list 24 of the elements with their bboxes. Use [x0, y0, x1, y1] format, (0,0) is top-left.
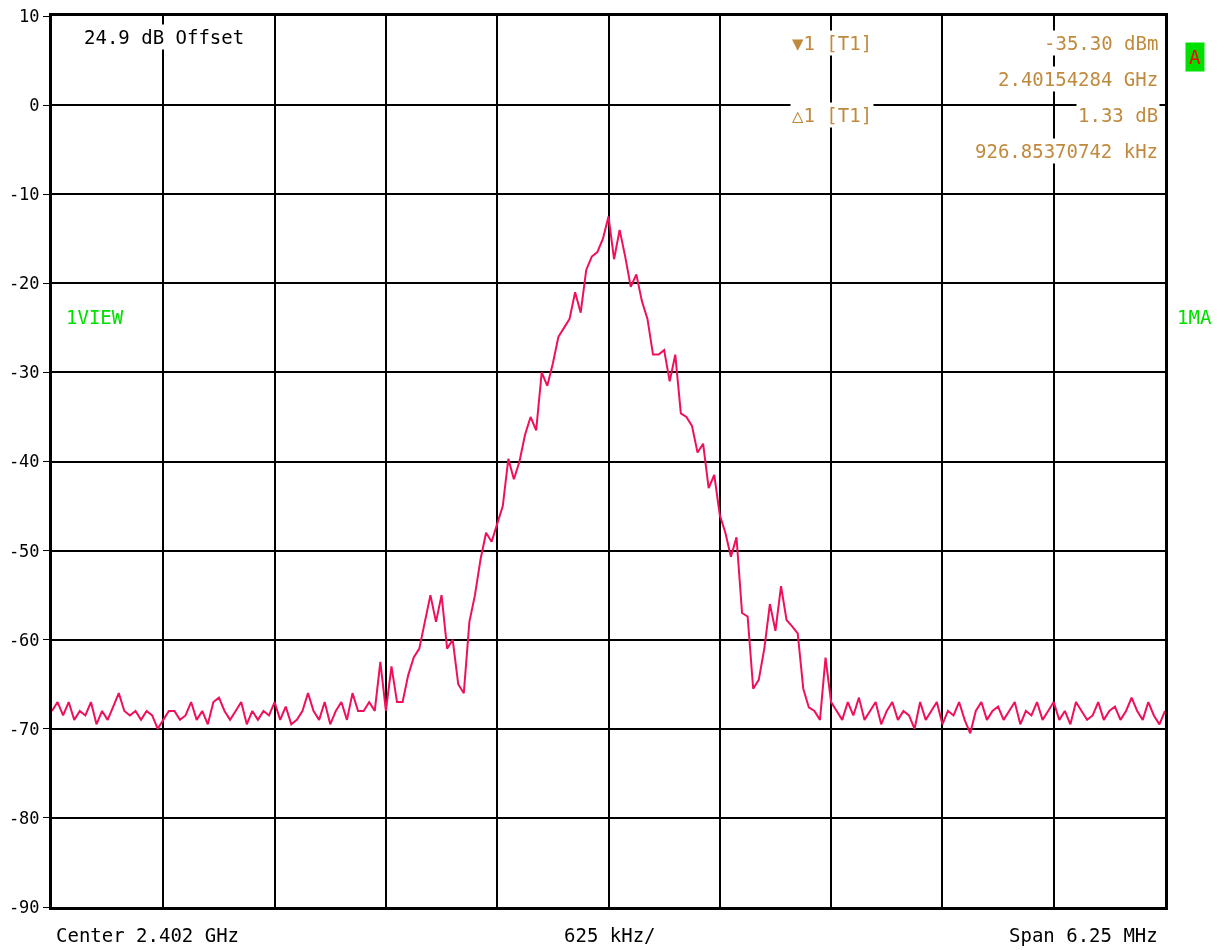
- text: A: [1189, 46, 1201, 68]
- annotation: 24.9 dB Offset: [84, 26, 245, 48]
- annotation: 1.33 dB: [1078, 104, 1159, 126]
- y-tick-label: 10: [19, 5, 40, 26]
- text: Span 6.25 MHz: [1009, 924, 1158, 946]
- y-tick-label: -80: [8, 807, 40, 828]
- y-tick-label: 0: [29, 95, 40, 116]
- y-tick-label: -60: [8, 629, 40, 650]
- text: 1MA: [1177, 306, 1212, 328]
- text: Center 2.402 GHz: [56, 924, 240, 946]
- y-tick-label: -90: [8, 896, 40, 917]
- y-tick-label: -30: [8, 362, 40, 383]
- text: 625 kHz/: [564, 924, 656, 946]
- annotation: 1VIEW: [66, 306, 124, 328]
- y-tick-label: -50: [8, 540, 40, 561]
- annotation: △1 [T1]: [792, 104, 873, 126]
- annotation: ▼1 [T1]: [792, 32, 873, 54]
- y-tick-label: -70: [8, 718, 40, 739]
- annotation: -35.30 dBm: [1044, 32, 1159, 54]
- y-tick-label: -40: [8, 451, 40, 472]
- annotation: 926.85370742 kHz: [975, 140, 1159, 162]
- annotation: 2.40154284 GHz: [998, 68, 1159, 90]
- y-tick-label: -20: [8, 273, 40, 294]
- y-tick-label: -10: [8, 184, 40, 205]
